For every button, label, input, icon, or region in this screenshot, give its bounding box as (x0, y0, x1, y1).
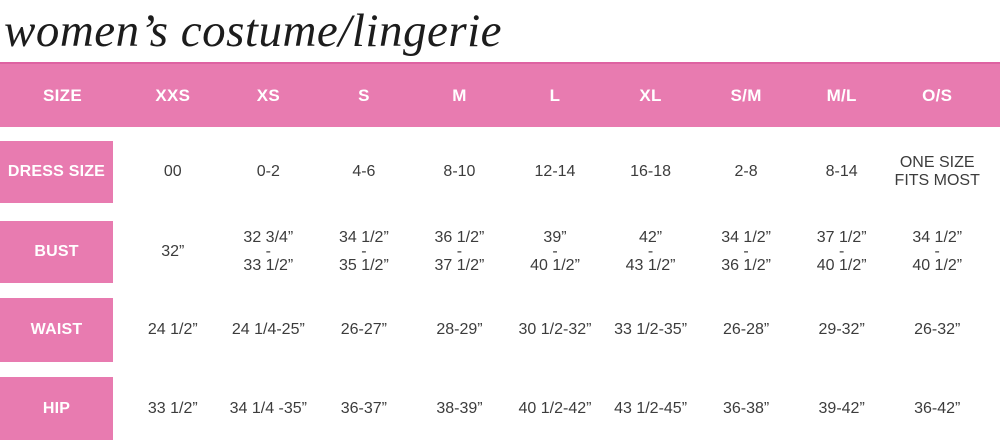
cell-dress-size-xl: 16-18 (630, 163, 671, 180)
cell-bust-sm: 34 1/2” - 36 1/2” (721, 229, 771, 274)
cell-waist-xxs: 24 1/2” (147, 321, 198, 338)
cell-hip-xl: 43 1/2-45” (614, 399, 688, 417)
row-label-dress-size: DRESS SIZE (0, 141, 113, 203)
cell-bust-os: 34 1/2” - 40 1/2” (912, 229, 963, 274)
cell-dress-size-ml: 8-14 (825, 163, 858, 180)
cell-hip-sm: 36-38” (722, 399, 770, 417)
size-chart-header-row: SIZE XXS XS S M L XL S/M M/L O/S (0, 62, 1000, 127)
cell-bust-xl: 42” - 43 1/2” (625, 229, 676, 274)
spacer (113, 221, 125, 283)
row-label-bust: BUST (0, 221, 113, 283)
cell-waist-os: 26-32” (914, 321, 961, 338)
header-cell-xl: XL (639, 85, 662, 105)
cell-waist-sm: 26-28” (722, 321, 770, 338)
table-row-hip: HIP 33 1/2” 34 1/4 -35” 36-37” 38-39” 40… (0, 377, 1000, 440)
row-label-hip: HIP (0, 377, 113, 440)
cell-bust-s: 34 1/2” - 35 1/2” (338, 229, 389, 274)
table-row-dress-size: DRESS SIZE 00 0-2 4-6 8-10 12-14 16-18 2… (0, 141, 1000, 203)
header-cell-os: O/S (922, 85, 953, 105)
cell-waist-xl: 33 1/2-35” (614, 321, 688, 338)
cell-hip-s: 36-37” (340, 399, 387, 417)
cell-hip-xxs: 33 1/2” (147, 399, 198, 417)
cell-hip-xs: 34 1/4 -35” (229, 399, 308, 417)
cell-dress-size-xxs: 00 (163, 163, 182, 180)
row-label-waist: WAIST (0, 298, 113, 362)
cell-bust-m: 36 1/2” - 37 1/2” (434, 229, 485, 274)
cell-waist-m: 28-29” (436, 321, 483, 338)
cell-hip-os: 36-42” (914, 399, 961, 417)
header-cell-ml: M/L (826, 85, 857, 105)
spacer (113, 141, 125, 203)
header-cell-size: SIZE (43, 85, 82, 105)
header-cell-xxs: XXS (155, 85, 191, 105)
cell-dress-size-l: 12-14 (534, 163, 576, 180)
cell-dress-size-sm: 2-8 (734, 163, 758, 180)
cell-dress-size-m: 8-10 (443, 163, 476, 180)
header-cell-sm: S/M (730, 85, 762, 105)
table-row-bust: BUST 32” 32 3/4” - 33 1/2” 34 1/2” - 35 … (0, 221, 1000, 283)
spacer (113, 298, 125, 362)
cell-dress-size-s: 4-6 (352, 163, 376, 180)
cell-dress-size-os: ONE SIZE FITS MOST (894, 154, 980, 189)
header-cell-l: L (549, 85, 561, 105)
cell-hip-m: 38-39” (436, 399, 483, 417)
cell-bust-l: 39” - 40 1/2” (530, 229, 580, 274)
cell-hip-ml: 39-42” (818, 399, 865, 417)
header-cell-s: S (358, 85, 370, 105)
cell-waist-ml: 29-32” (818, 321, 865, 338)
cell-waist-xs: 24 1/4-25” (231, 321, 305, 338)
cell-bust-xxs: 32” (161, 243, 185, 260)
cell-waist-l: 30 1/2-32” (518, 321, 592, 338)
cell-hip-l: 40 1/2-42” (518, 399, 592, 417)
cell-dress-size-xs: 0-2 (256, 163, 280, 180)
cell-bust-xs: 32 3/4” - 33 1/2” (243, 229, 294, 274)
cell-bust-ml: 37 1/2” - 40 1/2” (816, 229, 867, 274)
title-bar: women’s costume/lingerie (0, 0, 1000, 62)
table-row-waist: WAIST 24 1/2” 24 1/4-25” 26-27” 28-29” 3… (0, 298, 1000, 362)
cell-waist-s: 26-27” (340, 321, 387, 338)
header-cell-xs: XS (256, 85, 280, 105)
header-cell-m: M (452, 85, 467, 105)
spacer (113, 377, 125, 440)
page-title: women’s costume/lingerie (4, 5, 503, 57)
